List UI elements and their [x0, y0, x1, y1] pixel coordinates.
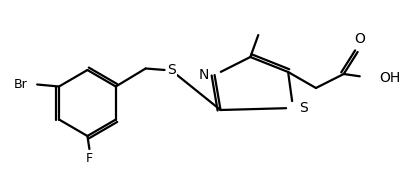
Text: N: N	[198, 68, 208, 82]
Text: OH: OH	[379, 71, 400, 85]
Text: S: S	[167, 64, 175, 78]
Text: F: F	[85, 152, 93, 164]
Text: S: S	[298, 101, 307, 115]
Text: O: O	[353, 32, 364, 46]
Text: Br: Br	[13, 78, 27, 91]
